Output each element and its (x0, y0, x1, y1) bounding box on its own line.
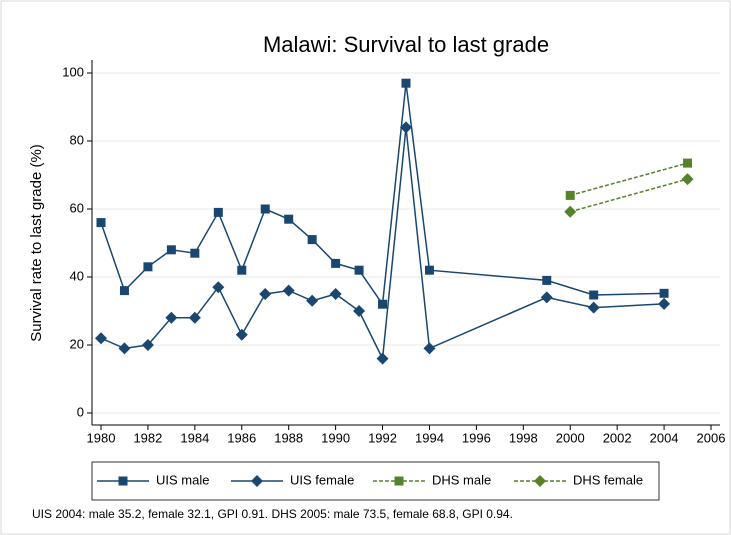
legend-label: UIS female (290, 472, 354, 487)
point (166, 245, 176, 255)
point (307, 235, 317, 245)
legend-label: DHS male (432, 472, 491, 487)
point (165, 311, 178, 324)
point (658, 297, 671, 310)
point (659, 288, 669, 298)
point (354, 265, 364, 275)
y-tick-label: 60 (70, 200, 84, 215)
series-line (570, 178, 688, 213)
x-tick-label: 1996 (462, 430, 491, 445)
point (540, 291, 553, 304)
point (282, 284, 295, 297)
series-line (570, 162, 688, 197)
y-tick-label: 20 (70, 336, 84, 351)
x-tick-label: 1986 (227, 430, 256, 445)
series-line (100, 127, 665, 362)
point (306, 294, 319, 307)
point (260, 204, 270, 214)
point (564, 205, 577, 218)
point (587, 301, 600, 314)
point (141, 339, 154, 351)
legend-label: UIS male (156, 472, 209, 487)
point (331, 258, 341, 268)
x-tick-label: 1988 (274, 430, 303, 445)
point (259, 288, 272, 300)
y-tick-label: 40 (70, 268, 84, 283)
point (423, 342, 436, 355)
point (118, 342, 131, 355)
legend-marker (118, 476, 128, 486)
point (329, 288, 342, 300)
point (400, 121, 412, 134)
y-tick-label: 0 (77, 404, 84, 419)
point (401, 78, 411, 88)
x-tick-label: 1990 (321, 430, 350, 445)
point (95, 332, 107, 345)
y-tick-label: 80 (70, 132, 84, 147)
x-tick-label: 2000 (556, 430, 585, 445)
x-tick-label: 2004 (650, 430, 679, 445)
x-tick-label: 2002 (603, 430, 632, 445)
note: UIS 2004: male 35.2, female 32.1, GPI 0.… (32, 507, 513, 521)
legend-marker (534, 475, 546, 487)
point (119, 286, 129, 296)
y-tick-label: 100 (62, 64, 84, 79)
x-tick-label: 1982 (133, 430, 162, 445)
point (565, 190, 575, 200)
point (213, 207, 223, 217)
point (542, 275, 552, 285)
point (683, 158, 693, 168)
point (235, 328, 248, 341)
point (424, 265, 434, 275)
chart-title: Malawi: Survival to last grade (263, 32, 549, 57)
point (96, 218, 106, 228)
x-tick-label: 1984 (180, 430, 209, 445)
x-tick-label: 1980 (87, 430, 116, 445)
x-tick-label: 1992 (368, 430, 397, 445)
legend-label: DHS female (573, 472, 643, 487)
x-tick-label: 1998 (509, 430, 538, 445)
point (237, 265, 247, 275)
point (212, 281, 225, 294)
point (188, 311, 201, 324)
point (681, 173, 694, 186)
legend-marker (251, 475, 263, 487)
point (190, 248, 200, 258)
point (284, 214, 294, 224)
point (353, 305, 366, 317)
x-tick-label: 2006 (697, 430, 726, 445)
point (143, 262, 153, 272)
point (378, 299, 388, 309)
point (589, 290, 599, 300)
x-tick-label: 1994 (415, 430, 444, 445)
y-axis-label: Survival rate to last grade (%) (28, 144, 45, 342)
legend-marker (394, 476, 404, 486)
point (376, 352, 389, 365)
